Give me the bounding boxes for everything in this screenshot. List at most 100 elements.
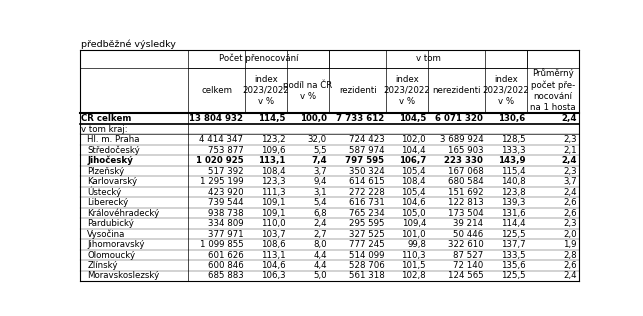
Text: 528 706: 528 706 (349, 261, 385, 270)
Text: 5,4: 5,4 (313, 198, 327, 207)
Text: 135,6: 135,6 (500, 261, 525, 270)
Text: 614 615: 614 615 (349, 177, 385, 186)
Text: 9,4: 9,4 (314, 177, 327, 186)
Text: Zlínský: Zlínský (87, 261, 118, 270)
Text: 3,7: 3,7 (563, 177, 577, 186)
Text: 6,8: 6,8 (313, 209, 327, 217)
Text: 2,4: 2,4 (563, 271, 577, 281)
Text: 105,0: 105,0 (401, 209, 426, 217)
Text: 104,6: 104,6 (401, 198, 426, 207)
Text: 2,7: 2,7 (313, 229, 327, 239)
Text: 223 330: 223 330 (444, 156, 484, 165)
Text: 739 544: 739 544 (208, 198, 243, 207)
Text: 125,5: 125,5 (500, 271, 525, 281)
Text: 2,3: 2,3 (563, 167, 577, 176)
Text: 938 738: 938 738 (208, 209, 243, 217)
Text: 123,8: 123,8 (500, 188, 525, 197)
Text: ČR celkem: ČR celkem (82, 114, 132, 123)
Text: Jihočeský: Jihočeský (87, 156, 133, 165)
Text: 295 595: 295 595 (349, 219, 385, 228)
Text: 2,4: 2,4 (313, 219, 327, 228)
Text: 3,1: 3,1 (313, 188, 327, 197)
Text: Jihomoravský: Jihomoravský (87, 240, 145, 249)
Text: 99,8: 99,8 (407, 240, 426, 249)
Text: 685 883: 685 883 (208, 271, 243, 281)
Text: 50 446: 50 446 (453, 229, 484, 239)
Text: 334 809: 334 809 (208, 219, 243, 228)
Text: 140,8: 140,8 (500, 177, 525, 186)
Text: 104,6: 104,6 (260, 261, 285, 270)
Text: 680 584: 680 584 (448, 177, 484, 186)
Text: 616 731: 616 731 (349, 198, 385, 207)
Text: 108,6: 108,6 (260, 240, 285, 249)
Text: v tom: v tom (415, 54, 440, 63)
Text: 561 318: 561 318 (349, 271, 385, 281)
Text: Pardubický: Pardubický (87, 219, 134, 228)
Text: 423 920: 423 920 (208, 188, 243, 197)
Text: Středočeský: Středočeský (87, 145, 140, 155)
Text: 87 527: 87 527 (453, 251, 484, 259)
Text: Ústecký: Ústecký (87, 187, 122, 197)
Text: 377 971: 377 971 (208, 229, 243, 239)
Text: 777 245: 777 245 (349, 240, 385, 249)
Text: Vysočina: Vysočina (87, 229, 126, 239)
Text: 109,1: 109,1 (260, 209, 285, 217)
Text: 133,3: 133,3 (500, 146, 525, 155)
Text: 105,4: 105,4 (401, 188, 426, 197)
Text: celkem: celkem (201, 86, 232, 95)
Text: Královéhradecký: Královéhradecký (87, 208, 159, 218)
Text: 114,5: 114,5 (258, 114, 285, 123)
Text: index
2023/2022
v %: index 2023/2022 v % (243, 75, 290, 106)
Text: 4,4: 4,4 (313, 251, 327, 259)
Text: 753 877: 753 877 (208, 146, 243, 155)
Text: 139,3: 139,3 (501, 198, 525, 207)
Text: nerezidenti: nerezidenti (433, 86, 481, 95)
Text: 3 689 924: 3 689 924 (440, 135, 484, 144)
Text: 167 068: 167 068 (448, 167, 484, 176)
Text: 106,7: 106,7 (399, 156, 426, 165)
Text: 5,5: 5,5 (313, 146, 327, 155)
Text: 2,0: 2,0 (563, 229, 577, 239)
Text: 109,4: 109,4 (402, 219, 426, 228)
Text: 8,0: 8,0 (313, 240, 327, 249)
Text: 517 392: 517 392 (208, 167, 243, 176)
Text: 131,6: 131,6 (500, 209, 525, 217)
Text: 32,0: 32,0 (308, 135, 327, 144)
Text: 322 610: 322 610 (448, 240, 484, 249)
Text: 1 295 199: 1 295 199 (200, 177, 243, 186)
Text: 1 020 925: 1 020 925 (195, 156, 243, 165)
Text: 143,9: 143,9 (498, 156, 525, 165)
Text: 5,0: 5,0 (313, 271, 327, 281)
Text: 724 423: 724 423 (349, 135, 385, 144)
Text: 128,5: 128,5 (500, 135, 525, 144)
Text: 327 525: 327 525 (349, 229, 385, 239)
Text: 2,8: 2,8 (563, 251, 577, 259)
Text: v tom kraj:: v tom kraj: (82, 125, 128, 134)
Text: 133,5: 133,5 (500, 251, 525, 259)
Text: Plzeňský: Plzeňský (87, 167, 125, 176)
Text: 151 692: 151 692 (448, 188, 484, 197)
Text: 111,3: 111,3 (260, 188, 285, 197)
Text: 2,6: 2,6 (563, 198, 577, 207)
Text: index
2023/2022
v %: index 2023/2022 v % (384, 75, 431, 106)
Text: 100,0: 100,0 (300, 114, 327, 123)
Text: 109,1: 109,1 (260, 198, 285, 207)
Text: 130,6: 130,6 (498, 114, 525, 123)
Text: 3,7: 3,7 (313, 167, 327, 176)
Text: 102,0: 102,0 (401, 135, 426, 144)
Text: rezidenti: rezidenti (339, 86, 376, 95)
Text: 2,4: 2,4 (563, 188, 577, 197)
Text: 105,4: 105,4 (401, 167, 426, 176)
Text: 7 733 612: 7 733 612 (336, 114, 385, 123)
Text: předběžné výsledky: předběžné výsledky (82, 39, 176, 49)
Text: 110,3: 110,3 (401, 251, 426, 259)
Text: Průměrný
počet pře-
nocování
na 1 hosta: Průměrný počet pře- nocování na 1 hosta (530, 69, 575, 112)
Text: 1 099 855: 1 099 855 (199, 240, 243, 249)
Text: 114,4: 114,4 (500, 219, 525, 228)
Text: 123,2: 123,2 (260, 135, 285, 144)
Text: 173 504: 173 504 (448, 209, 484, 217)
Text: 1,9: 1,9 (563, 240, 577, 249)
Text: 350 324: 350 324 (349, 167, 385, 176)
Text: 6 071 320: 6 071 320 (435, 114, 484, 123)
Text: 108,4: 108,4 (401, 177, 426, 186)
